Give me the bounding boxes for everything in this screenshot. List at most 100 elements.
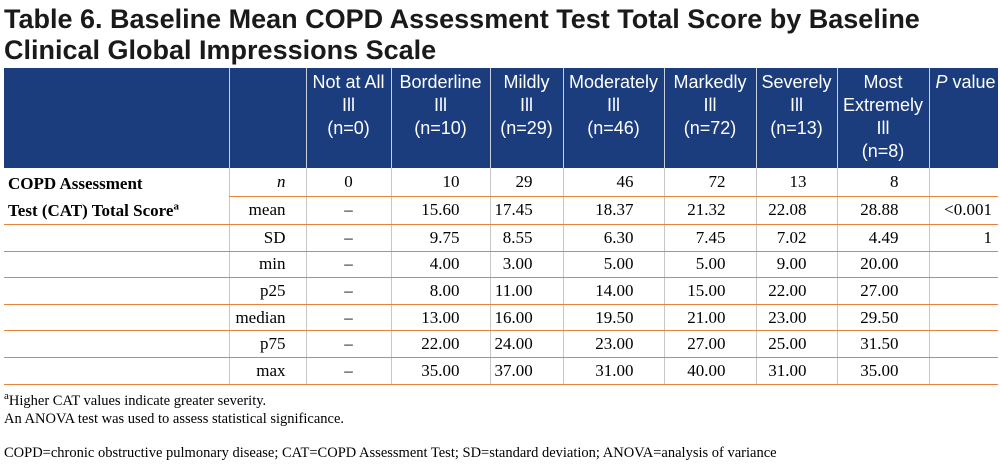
pvalue-cell — [928, 168, 998, 197]
table-cell: 22.08 — [755, 196, 837, 226]
table-cell: 6.30 — [562, 224, 664, 252]
table-cell: – — [305, 224, 391, 252]
table-row: COPD Assessment Test (CAT) Total Scorea n 0… — [4, 168, 998, 225]
table-row: max –35.00 37.00 31.00 40.00 31.00 35.00 — [4, 357, 998, 385]
table-row: median –13.00 16.00 19.50 21.00 23.00 29.50 — [4, 304, 998, 332]
stat-label: max — [228, 357, 306, 385]
table-cell: 15.60 — [390, 196, 490, 226]
row-label-blank — [4, 304, 229, 332]
table-cell: 11.00 — [489, 277, 563, 305]
table-row: mean –15.60 17.45 18.37 21.32 22.08 28.88 <0.00… — [4, 196, 998, 226]
pvalue-cell — [928, 330, 998, 358]
table-cell: 5.00 — [663, 251, 756, 279]
row-label-blank — [4, 224, 229, 252]
table-row: p25–8.00 11.00 14.00 15.00 22.00 27.00 — [4, 277, 998, 305]
row-label-blank — [4, 277, 229, 305]
table-cell: 4.00 — [390, 251, 490, 279]
table-cell: 28.88 — [836, 196, 929, 226]
table-cell: 31.50 — [836, 330, 929, 358]
table-cell: 13 — [755, 168, 837, 197]
table-cell: 27.00 — [663, 330, 756, 358]
table-cell: 72 — [663, 168, 756, 197]
table-cell: 24.00 — [489, 330, 563, 358]
table-cell: 23.00 — [562, 330, 664, 358]
table-cell: 8.55 — [489, 224, 563, 252]
table-cell: 35.00 — [390, 357, 490, 385]
table-cell: 40.00 — [663, 357, 756, 385]
table-cell: 18.37 — [562, 196, 664, 226]
table-row: SD –9.75 8.55 6.30 7.45 7.02 4.49 1 — [4, 224, 998, 252]
table-cell: 15.00 — [663, 277, 756, 305]
footnote-anova: An ANOVA test was used to assess statist… — [4, 411, 345, 427]
stat-label: mean — [228, 196, 306, 226]
column-header: Borderline Ill (n=10) — [390, 68, 490, 168]
table-cell: 35.00 — [836, 357, 929, 385]
table-cell: – — [305, 277, 391, 305]
table-cell: 4.49 — [836, 224, 929, 252]
header-blank-label — [4, 68, 229, 168]
table-cell: 37.00 — [489, 357, 563, 385]
row-label-blank — [4, 357, 229, 385]
row-label: COPD Assessment Test (CAT) Total Scorea — [4, 168, 229, 225]
row-label-blank — [4, 330, 229, 358]
table-cell: 8 — [836, 168, 929, 197]
stat-label: min — [228, 251, 306, 279]
pvalue-cell: <0.001 — [928, 196, 998, 226]
table-cell: 31.00 — [755, 357, 837, 385]
table-cell: 10 — [390, 168, 490, 197]
table-cell: 21.32 — [663, 196, 756, 226]
table-cell: 16.00 — [489, 304, 563, 332]
table-cell: 21.00 — [663, 304, 756, 332]
table-row: p75–22.00 24.00 23.00 27.00 25.00 31.50 — [4, 330, 998, 358]
table-cell: 14.00 — [562, 277, 664, 305]
table-cell: 7.45 — [663, 224, 756, 252]
score-table: Not at All Ill (n=0) Borderline Ill (n=10) M… — [4, 68, 998, 385]
stat-label: median — [228, 304, 306, 332]
footnote-abbreviations: COPD=chronic obstructive pulmonary disea… — [4, 445, 777, 461]
table-cell: 7.02 — [755, 224, 837, 252]
header-row: Not at All Ill (n=0) Borderline Ill (n=10) M… — [4, 68, 998, 168]
table-cell: 9.75 — [390, 224, 490, 252]
table-cell: 0 — [305, 168, 391, 197]
pvalue-header: P value — [928, 68, 998, 168]
table-cell: – — [305, 251, 391, 279]
table-row: min –4.00 3.00 5.00 5.00 9.00 20.00 — [4, 251, 998, 279]
table-cell: 29.50 — [836, 304, 929, 332]
table-title: Table 6. Baseline Mean COPD Assessment T… — [4, 4, 920, 65]
table-cell: 8.00 — [390, 277, 490, 305]
table-cell: 23.00 — [755, 304, 837, 332]
table-cell: 20.00 — [836, 251, 929, 279]
stat-label: n — [228, 168, 306, 197]
stat-label: SD — [228, 224, 306, 252]
column-header: Markedly Ill (n=72) — [663, 68, 756, 168]
header-blank-stat — [228, 68, 306, 168]
table-cell: 46 — [562, 168, 664, 197]
column-header: Moderately Ill (n=46) — [562, 68, 664, 168]
pvalue-cell — [928, 357, 998, 385]
pvalue-cell — [928, 251, 998, 279]
stat-label: p75 — [228, 330, 306, 358]
table-cell: 17.45 — [489, 196, 563, 226]
footnote-a: aHigher CAT values indicate greater seve… — [4, 390, 267, 409]
row-label-blank — [4, 251, 229, 279]
table-cell: 31.00 — [562, 357, 664, 385]
table-cell: 22.00 — [755, 277, 837, 305]
table-cell: 27.00 — [836, 277, 929, 305]
table-cell: 13.00 — [390, 304, 490, 332]
pvalue-cell — [928, 304, 998, 332]
pvalue-cell — [928, 277, 998, 305]
table-cell: 5.00 — [562, 251, 664, 279]
table-cell: 3.00 — [489, 251, 563, 279]
column-header: Severely Ill (n=13) — [755, 68, 837, 168]
table-cell: 19.50 — [562, 304, 664, 332]
pvalue-cell: 1 — [928, 224, 998, 252]
column-header: Not at All Ill (n=0) — [305, 68, 391, 168]
table-cell: – — [305, 357, 391, 385]
column-header: Mildly Ill (n=29) — [489, 68, 563, 168]
table-cell: 29 — [489, 168, 563, 197]
table-cell: – — [305, 330, 391, 358]
table-cell: 22.00 — [390, 330, 490, 358]
table-cell: 9.00 — [755, 251, 837, 279]
stat-label: p25 — [228, 277, 306, 305]
column-header: Most Extremely Ill (n=8) — [836, 68, 929, 168]
